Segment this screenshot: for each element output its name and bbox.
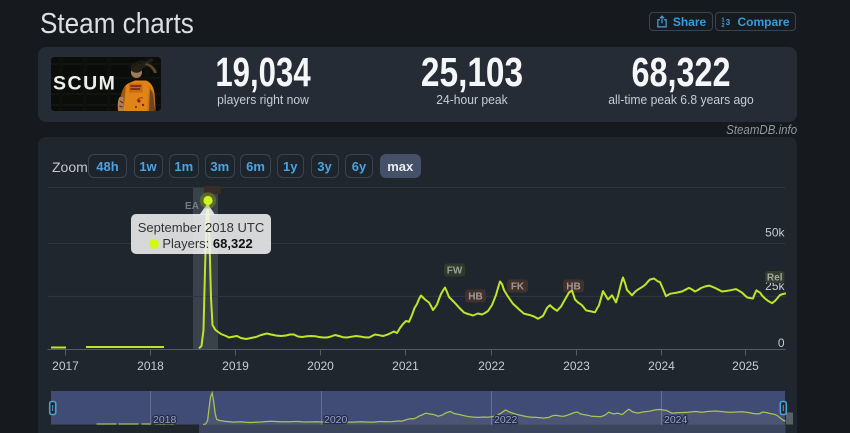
svg-text:2022: 2022 xyxy=(494,414,518,426)
svg-text:2025: 2025 xyxy=(732,359,759,373)
svg-text:EA: EA xyxy=(185,201,199,212)
svg-text:FK: FK xyxy=(511,282,525,293)
svg-text:HB: HB xyxy=(566,282,580,293)
svg-text:2023: 2023 xyxy=(563,359,590,373)
svg-text:50k: 50k xyxy=(765,226,785,240)
svg-text:2018: 2018 xyxy=(137,359,164,373)
svg-text:2020: 2020 xyxy=(324,414,348,426)
svg-text:HB: HB xyxy=(468,292,482,303)
svg-text:1: 1 xyxy=(722,18,726,24)
svg-text:2022: 2022 xyxy=(478,359,505,373)
svg-text:Rel: Rel xyxy=(767,273,783,284)
svg-text:2: 2 xyxy=(722,23,726,28)
svg-text:2024: 2024 xyxy=(648,359,675,373)
svg-text:SCUM: SCUM xyxy=(53,73,116,95)
svg-text:2017: 2017 xyxy=(52,359,79,373)
svg-text:0: 0 xyxy=(778,336,785,350)
svg-text:FW: FW xyxy=(447,266,463,277)
svg-text:2019: 2019 xyxy=(222,359,249,373)
svg-text:2024: 2024 xyxy=(664,414,688,426)
svg-text:2021: 2021 xyxy=(392,359,419,373)
svg-text:2018: 2018 xyxy=(153,414,177,426)
svg-text:2020: 2020 xyxy=(307,359,334,373)
svg-text:3: 3 xyxy=(726,18,731,27)
